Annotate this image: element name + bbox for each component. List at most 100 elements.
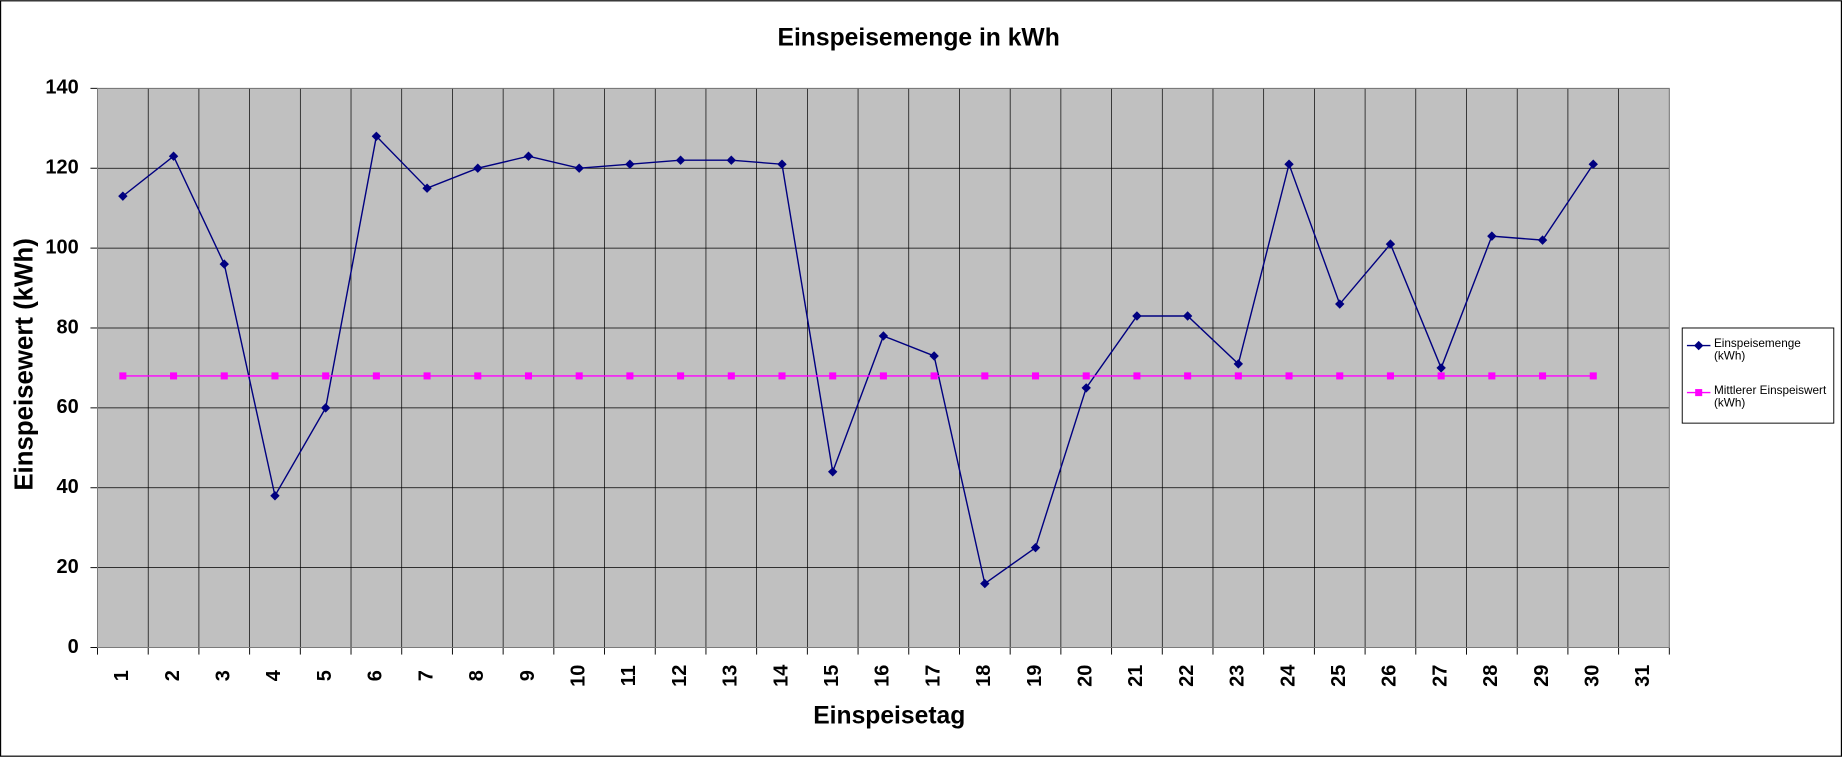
data-point <box>828 467 838 477</box>
x-tick-label: 21 <box>1125 665 1147 687</box>
x-tick-label: 15 <box>821 665 843 687</box>
data-point <box>1385 239 1396 249</box>
data-point <box>119 372 127 380</box>
data-point <box>777 159 787 169</box>
x-tick-label: 22 <box>1176 665 1198 687</box>
x-tick-label: 7 <box>415 670 437 681</box>
legend-label: Einspeisemenge (kWh) <box>1713 337 1801 364</box>
plot-area <box>97 88 1670 648</box>
data-point <box>929 351 939 361</box>
legend-marker <box>1695 389 1703 397</box>
x-tick-label: 3 <box>213 670 235 681</box>
x-tick-label: 17 <box>922 665 944 687</box>
data-point <box>1589 372 1597 380</box>
data-point <box>980 578 990 589</box>
data-point <box>1386 372 1394 380</box>
data-point <box>575 372 583 380</box>
legend-label-box: Einspeisemenge (kWh) <box>1713 337 1801 364</box>
x-tick-label: 6 <box>365 670 387 681</box>
data-point <box>1182 311 1193 321</box>
x-tick-label: 31 <box>1632 665 1654 687</box>
x-tick-label: 5 <box>314 670 336 681</box>
legend-label-box: Mittlerer Einspeiswert (kWh) <box>1713 384 1827 411</box>
data-point <box>473 163 483 173</box>
y-tick-label: 80 <box>56 316 78 338</box>
x-tick-label: 12 <box>669 665 691 687</box>
x-tick-label: 23 <box>1227 665 1249 687</box>
x-tick-label: 25 <box>1328 665 1350 687</box>
legend-label: Mittlerer Einspeiswert (kWh) <box>1713 384 1827 411</box>
x-tick-label: 29 <box>1531 665 1553 687</box>
data-point <box>1132 311 1142 321</box>
series-line <box>122 134 1594 585</box>
data-point <box>1133 372 1141 380</box>
data-point <box>474 372 482 380</box>
data-point <box>372 372 380 380</box>
x-tick-label: 20 <box>1075 665 1097 687</box>
data-point <box>878 331 889 341</box>
x-tick-label: 26 <box>1379 665 1401 687</box>
data-point <box>320 403 331 413</box>
data-point <box>118 191 128 201</box>
data-point <box>220 372 228 380</box>
data-point <box>1184 372 1192 380</box>
x-tick-label: 18 <box>973 665 995 687</box>
x-tick-label: 2 <box>162 670 184 681</box>
y-tick-label: 140 <box>45 77 78 99</box>
data-point <box>1081 383 1091 393</box>
data-point <box>574 163 584 173</box>
data-point <box>981 372 989 380</box>
data-point <box>1285 372 1293 380</box>
y-tick-label: 60 <box>56 396 78 418</box>
y-tick-label: 100 <box>45 236 78 258</box>
data-point <box>1234 372 1242 380</box>
x-tick-label: 13 <box>720 665 742 687</box>
data-point <box>625 159 635 169</box>
chart-title: Einspeisemenge in kWh <box>778 25 1060 52</box>
data-point <box>677 372 685 380</box>
x-tick-label: 28 <box>1480 665 1502 687</box>
y-tick-label: 20 <box>56 556 78 578</box>
data-point <box>626 372 634 380</box>
plot-frame <box>97 87 1670 648</box>
y-tick-label: 40 <box>56 476 78 498</box>
legend-marker <box>1693 340 1704 351</box>
y-tick-label: 0 <box>68 636 79 658</box>
x-tick-label: 9 <box>517 670 539 681</box>
data-point <box>1233 359 1244 369</box>
data-point <box>879 372 887 380</box>
data-point <box>1437 372 1445 380</box>
x-tick-label: 19 <box>1024 665 1046 687</box>
data-point <box>371 131 382 141</box>
x-tick-label: 30 <box>1582 665 1604 687</box>
data-point <box>270 491 280 501</box>
data-point <box>1031 372 1040 380</box>
x-tick-label: 10 <box>567 665 589 687</box>
data-point <box>930 372 938 380</box>
data-point <box>524 372 533 380</box>
data-point <box>170 372 178 380</box>
legend-box <box>1681 327 1835 424</box>
data-point <box>829 372 837 380</box>
y-axis-title: Einspeisewert (kWh) <box>11 238 39 491</box>
data-point <box>1539 372 1547 380</box>
data-point <box>1336 372 1344 380</box>
x-tick-label: 4 <box>263 670 285 681</box>
data-point <box>1082 372 1090 380</box>
x-tick-label: 1 <box>111 670 133 681</box>
data-point <box>1487 231 1497 241</box>
data-point <box>423 372 431 380</box>
x-axis-title: Einspeisetag <box>813 702 965 729</box>
data-point <box>1030 542 1041 553</box>
x-tick-label: 11 <box>618 665 640 686</box>
data-point <box>727 372 735 380</box>
data-point <box>322 372 330 380</box>
data-point <box>1537 235 1548 245</box>
data-point <box>1284 159 1294 169</box>
x-tick-label: 16 <box>872 665 894 687</box>
y-tick-label: 120 <box>45 157 78 179</box>
data-point <box>219 259 229 269</box>
data-point <box>271 372 279 380</box>
data-point <box>1436 363 1446 373</box>
